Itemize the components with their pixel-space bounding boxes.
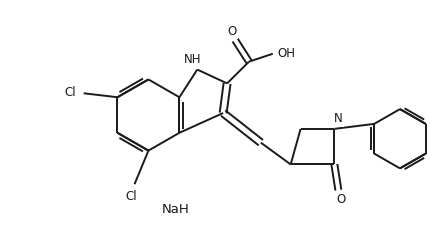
Text: N: N bbox=[334, 113, 343, 125]
Text: O: O bbox=[227, 24, 236, 38]
Text: O: O bbox=[337, 193, 346, 206]
Text: Cl: Cl bbox=[64, 86, 76, 99]
Text: Cl: Cl bbox=[126, 189, 137, 202]
Text: OH: OH bbox=[278, 47, 296, 60]
Text: NH: NH bbox=[184, 53, 201, 66]
Text: NaH: NaH bbox=[161, 203, 189, 216]
